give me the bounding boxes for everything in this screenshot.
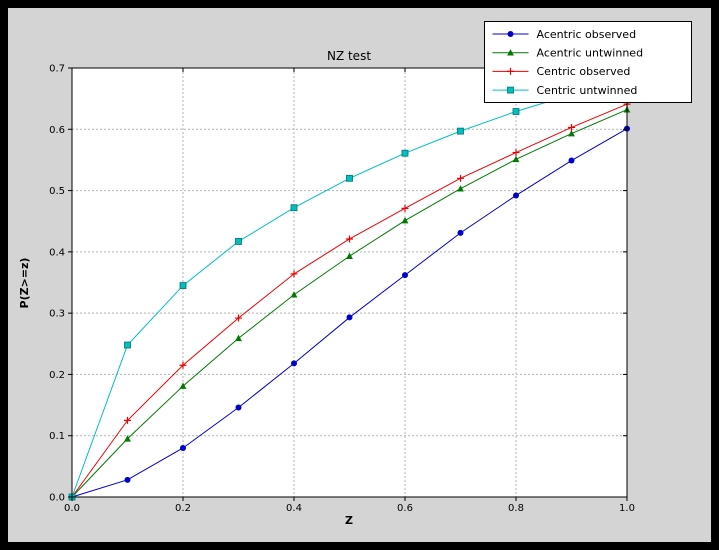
legend-label: Centric observed xyxy=(537,65,631,78)
y-tick-label: 0.6 xyxy=(49,125,65,136)
legend-item-centric-untwinned: Centric untwinned xyxy=(492,84,638,97)
legend-label: Acentric untwinned xyxy=(537,47,644,60)
chart-title: NZ test xyxy=(327,49,371,63)
x-tick-label: 1.0 xyxy=(619,503,635,514)
y-tick-label: 0.2 xyxy=(49,370,65,381)
x-axis-label: Z xyxy=(345,514,353,527)
y-tick-label: 0.7 xyxy=(49,64,65,75)
plot-area xyxy=(72,68,627,497)
series-centric-observed xyxy=(68,100,631,501)
legend-item-centric-observed: Centric observed xyxy=(492,65,631,78)
x-tick-label: 0.6 xyxy=(397,503,413,514)
x-tick-label: 0.4 xyxy=(286,503,302,514)
x-tick-label: 0.8 xyxy=(508,503,524,514)
tick-labels: 0.0 0.2 0.4 0.6 0.8 1.0 0.0 0.1 0.2 0.3 0.4 0.5 0.6 0… xyxy=(49,64,635,515)
y-axis-label: P(Z>=z) xyxy=(18,258,31,309)
axes-frame xyxy=(71,67,628,498)
y-tick-label: 0.1 xyxy=(49,431,65,442)
legend-label: Acentric observed xyxy=(537,28,637,41)
legend-item-acentric-observed: Acentric observed xyxy=(492,28,637,41)
y-tick-label: 0.4 xyxy=(49,247,65,258)
x-tick-label: 0.0 xyxy=(64,503,80,514)
legend-item-acentric-untwinned: Acentric untwinned xyxy=(492,47,644,60)
x-tick-label: 0.2 xyxy=(175,503,191,514)
legend-label: Centric untwinned xyxy=(537,84,638,97)
y-tick-label: 0.0 xyxy=(49,493,65,504)
y-tick-label: 0.3 xyxy=(49,309,65,320)
y-tick-label: 0.5 xyxy=(49,186,65,197)
legend: Acentric observed Acentric untwinned Centr… xyxy=(484,21,692,103)
legend-box xyxy=(484,21,692,103)
